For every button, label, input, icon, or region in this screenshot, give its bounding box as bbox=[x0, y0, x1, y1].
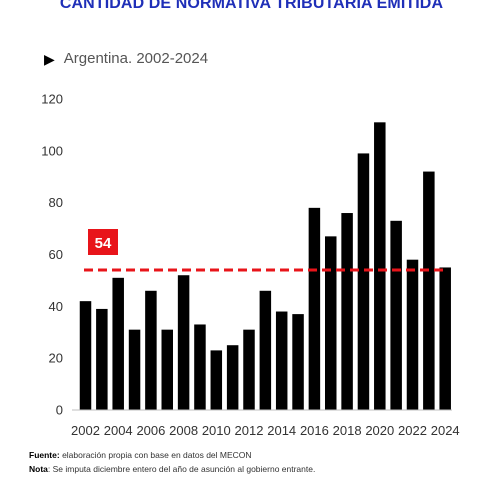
x-tick-label: 2018 bbox=[333, 423, 362, 438]
bar-2014 bbox=[275, 311, 288, 410]
y-tick-label: 40 bbox=[49, 299, 63, 314]
bar-2016 bbox=[308, 207, 321, 410]
bar-2020 bbox=[374, 122, 386, 410]
chart-subtitle: ▶ Argentina. 2002-2024 bbox=[44, 50, 208, 67]
bar-2002 bbox=[79, 301, 92, 410]
bar-2012 bbox=[243, 329, 255, 410]
x-tick-label: 2006 bbox=[136, 423, 165, 438]
bar-2008 bbox=[177, 275, 190, 410]
note-footnote: Nota: Se imputa diciembre entero del año… bbox=[29, 464, 315, 474]
x-tick-label: 2010 bbox=[202, 423, 231, 438]
x-tick-label: 2024 bbox=[431, 423, 460, 438]
bar-2022 bbox=[406, 259, 419, 410]
bar-2024 bbox=[439, 267, 451, 410]
bar-2011 bbox=[226, 345, 239, 410]
bar-2007 bbox=[161, 329, 173, 410]
x-tick-label: 2020 bbox=[365, 423, 394, 438]
bar-2023 bbox=[423, 171, 435, 410]
source-text: elaboración propia con base en datos del… bbox=[59, 450, 252, 460]
x-tick-label: 2008 bbox=[169, 423, 198, 438]
bar-2006 bbox=[145, 290, 157, 410]
note-text: : Se imputa diciembre entero del año de … bbox=[47, 464, 316, 474]
bar-2021 bbox=[390, 220, 402, 410]
subtitle-text: Argentina. 2002-2024 bbox=[63, 50, 209, 67]
reference-badge-label: 54 bbox=[95, 235, 112, 252]
source-footnote: Fuente: elaboración propia con base en d… bbox=[29, 450, 252, 460]
bar-2019 bbox=[357, 153, 370, 411]
chart-title: CANTIDAD DE NORMATIVA TRIBUTARIA EMITIDA bbox=[59, 0, 444, 12]
bar-2005 bbox=[128, 329, 141, 410]
x-tick-label: 2012 bbox=[235, 423, 264, 438]
bar-2018 bbox=[341, 213, 353, 410]
bar-2003 bbox=[96, 308, 108, 410]
reference-badge bbox=[88, 229, 118, 255]
x-tick-label: 2014 bbox=[267, 423, 296, 438]
x-tick-label: 2016 bbox=[300, 423, 329, 438]
bar-2013 bbox=[259, 290, 272, 410]
bar-2015 bbox=[292, 314, 304, 410]
source-label: Fuente: bbox=[29, 450, 60, 460]
y-tick-label: 100 bbox=[41, 143, 63, 158]
play-triangle-icon: ▶ bbox=[44, 50, 55, 67]
y-tick-label: 120 bbox=[41, 92, 63, 107]
note-label: Nota bbox=[29, 464, 48, 474]
y-tick-label: 60 bbox=[49, 247, 63, 262]
bar-2017 bbox=[325, 236, 337, 410]
x-tick-label: 2004 bbox=[104, 423, 133, 438]
y-tick-label: 0 bbox=[56, 403, 63, 418]
x-tick-label: 2022 bbox=[398, 423, 427, 438]
bar-2010 bbox=[210, 350, 223, 410]
x-tick-label: 2002 bbox=[71, 423, 100, 438]
bar-2004 bbox=[112, 277, 124, 410]
y-tick-label: 20 bbox=[49, 351, 63, 366]
bar-2009 bbox=[194, 324, 206, 410]
y-tick-label: 80 bbox=[49, 195, 63, 210]
